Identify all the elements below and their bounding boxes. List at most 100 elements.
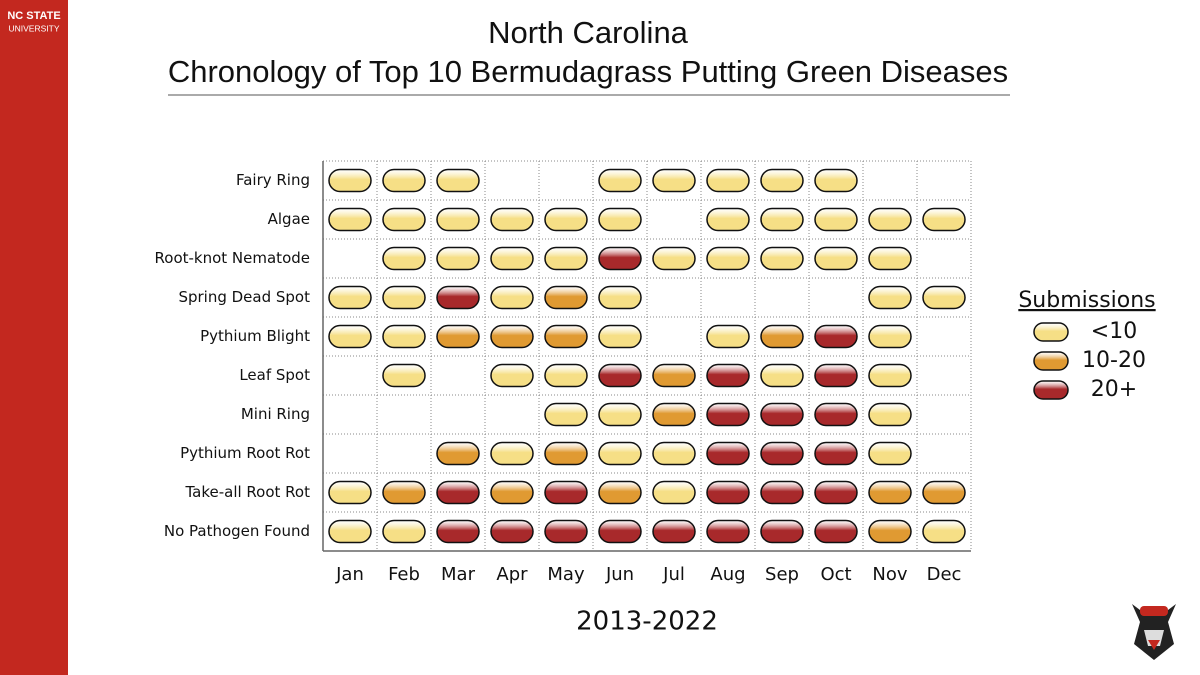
cell-pill [598, 441, 642, 466]
cell-pill [490, 246, 534, 271]
cell-pill [652, 519, 696, 544]
cell-pill [544, 324, 588, 349]
cell-pill [436, 168, 480, 193]
cell-pill [922, 519, 966, 544]
legend-label: 20+ [1091, 377, 1137, 402]
cell-pill [652, 441, 696, 466]
cell-pill [382, 285, 426, 310]
cell-pill [868, 285, 912, 310]
cell-pill [814, 519, 858, 544]
cell-pill [868, 324, 912, 349]
chart-title: North Carolina [488, 15, 689, 50]
x-axis-label: 2013-2022 [576, 607, 718, 637]
cell-pill [544, 519, 588, 544]
cell-pill [868, 246, 912, 271]
x-tick-label: May [547, 564, 585, 585]
x-tick-label: Dec [927, 564, 962, 585]
cell-pill [598, 324, 642, 349]
brand-bar [0, 0, 68, 675]
cell-pill [652, 402, 696, 427]
cell-pill [760, 519, 804, 544]
cell-pill [598, 519, 642, 544]
cell-pill [760, 441, 804, 466]
cell-pill [814, 402, 858, 427]
cell-pill [382, 480, 426, 505]
legend-swatch [1033, 380, 1069, 400]
legend-label: 10-20 [1082, 348, 1146, 373]
cell-pill [328, 285, 372, 310]
cell-pill [868, 480, 912, 505]
cell-pill [436, 480, 480, 505]
y-tick-label: Leaf Spot [239, 366, 310, 384]
cell-pill [760, 402, 804, 427]
cell-pill [760, 168, 804, 193]
y-tick-label: Algae [268, 210, 310, 228]
cell-pill [490, 519, 534, 544]
cell-pill [814, 246, 858, 271]
cell-pill [706, 480, 750, 505]
cell-pill [706, 363, 750, 388]
cell-pill [544, 480, 588, 505]
cell-pill [760, 246, 804, 271]
cell-pill [490, 363, 534, 388]
y-tick-label: Fairy Ring [236, 171, 310, 189]
cell-pill [814, 207, 858, 232]
cell-pill [544, 363, 588, 388]
cell-pill [328, 207, 372, 232]
cell-pill [436, 441, 480, 466]
cell-pill [706, 441, 750, 466]
cell-pill [760, 207, 804, 232]
cell-pill [652, 246, 696, 271]
cell-pill [328, 519, 372, 544]
x-tick-label: Jun [605, 564, 634, 585]
cell-pill [544, 207, 588, 232]
x-tick-label: Feb [388, 564, 420, 585]
cell-pill [868, 402, 912, 427]
brand-line: NC STATE [7, 10, 60, 22]
cell-pill [814, 324, 858, 349]
cell-pill [652, 363, 696, 388]
cell-pill [382, 363, 426, 388]
cell-pill [490, 441, 534, 466]
cell-pill [436, 246, 480, 271]
cell-pill [490, 324, 534, 349]
cell-pill [598, 480, 642, 505]
cell-pill [598, 207, 642, 232]
cell-pill [652, 480, 696, 505]
cell-pill [922, 480, 966, 505]
x-tick-label: Oct [820, 564, 851, 585]
cell-pill [868, 441, 912, 466]
x-tick-label: Mar [441, 564, 476, 585]
cell-pill [544, 246, 588, 271]
cell-pill [760, 324, 804, 349]
cell-pill [922, 207, 966, 232]
cell-pill [382, 519, 426, 544]
brand-line: UNIVERSITY [8, 23, 59, 33]
cell-pill [490, 207, 534, 232]
cell-pill [328, 168, 372, 193]
cell-pill [436, 324, 480, 349]
y-tick-label: Pythium Blight [200, 327, 310, 345]
cell-pill [436, 519, 480, 544]
cell-pill [382, 246, 426, 271]
y-tick-label: Pythium Root Rot [180, 444, 310, 462]
cell-pill [328, 480, 372, 505]
cell-pill [382, 324, 426, 349]
cell-pill [436, 285, 480, 310]
x-tick-label: Jul [662, 564, 685, 585]
cell-pill [598, 402, 642, 427]
cell-pill [490, 480, 534, 505]
cell-pill [760, 480, 804, 505]
y-tick-label: Take-all Root Rot [184, 483, 310, 501]
cell-pill [922, 285, 966, 310]
cell-pill [868, 363, 912, 388]
cell-pill [598, 363, 642, 388]
cell-pill [652, 168, 696, 193]
y-tick-label: No Pathogen Found [164, 522, 310, 540]
cell-pill [382, 207, 426, 232]
cell-pill [436, 207, 480, 232]
cell-pill [706, 324, 750, 349]
cell-pill [328, 324, 372, 349]
cell-pill [598, 285, 642, 310]
cell-pill [814, 363, 858, 388]
